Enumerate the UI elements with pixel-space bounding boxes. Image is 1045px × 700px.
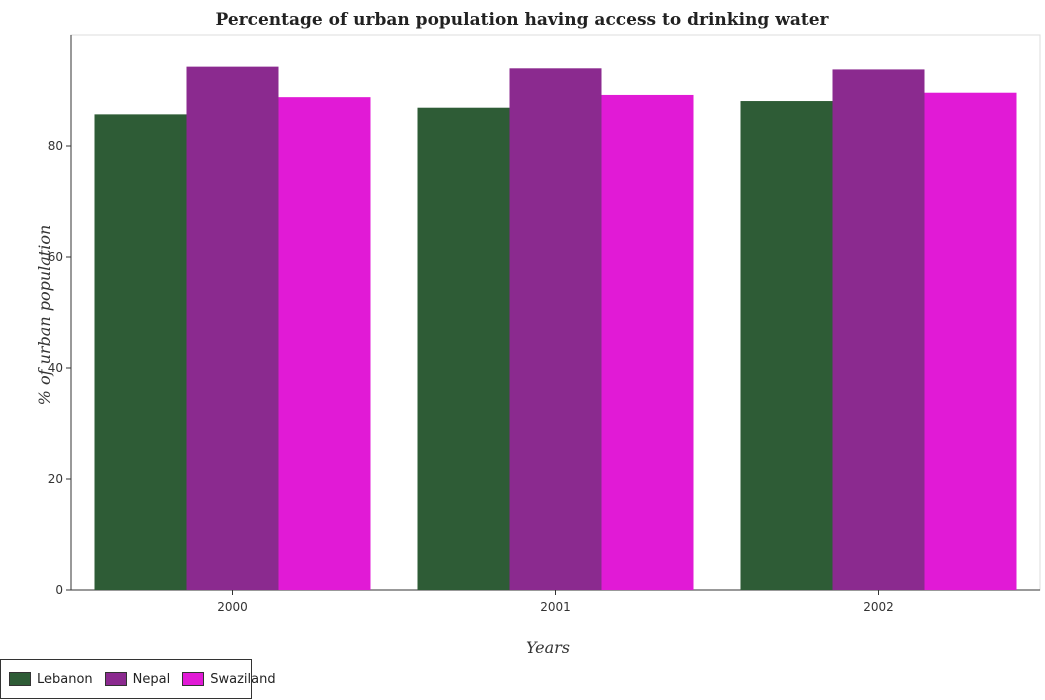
y-tick-label: 60 — [48, 250, 63, 264]
bar-swaziland-2002 — [924, 92, 1017, 590]
legend-swatch — [9, 672, 31, 686]
legend-item-lebanon: Lebanon — [9, 672, 93, 687]
x-tick-label: 2001 — [540, 600, 571, 614]
bar-nepal-2001 — [509, 68, 602, 591]
y-axis-label: % of urban population — [35, 225, 54, 406]
legend: Lebanon Nepal Swaziland — [0, 659, 276, 699]
plot-area: 0 20 40 60 80 2000 2001 2002 — [48, 34, 1041, 614]
y-tick-label: 0 — [55, 583, 63, 597]
bar-lebanon-2001 — [417, 107, 510, 590]
legend-label: Swaziland — [210, 671, 276, 687]
y-tick-label: 20 — [48, 472, 63, 486]
y-tick-label: 40 — [48, 361, 63, 375]
x-tick-label: 2000 — [217, 600, 248, 614]
legend-swatch — [104, 672, 127, 686]
x-axis-label: Years — [526, 638, 570, 657]
bar-swaziland-2001 — [601, 94, 694, 590]
bar-lebanon-2002 — [740, 101, 833, 591]
legend-item-swaziland: Swaziland — [182, 671, 276, 687]
legend-item-nepal: Nepal — [104, 671, 171, 687]
bar-lebanon-2000 — [94, 114, 187, 591]
legend-label: Nepal — [132, 671, 171, 687]
y-tick-label: 80 — [48, 139, 63, 153]
chart-title: Percentage of urban population having ac… — [216, 10, 830, 30]
bar-swaziland-2000 — [278, 97, 371, 590]
legend-swatch — [182, 672, 205, 686]
bar-nepal-2002 — [832, 69, 925, 590]
bar-nepal-2000 — [186, 66, 279, 590]
x-tick-label: 2002 — [863, 600, 894, 614]
legend-label: Lebanon — [37, 671, 93, 687]
